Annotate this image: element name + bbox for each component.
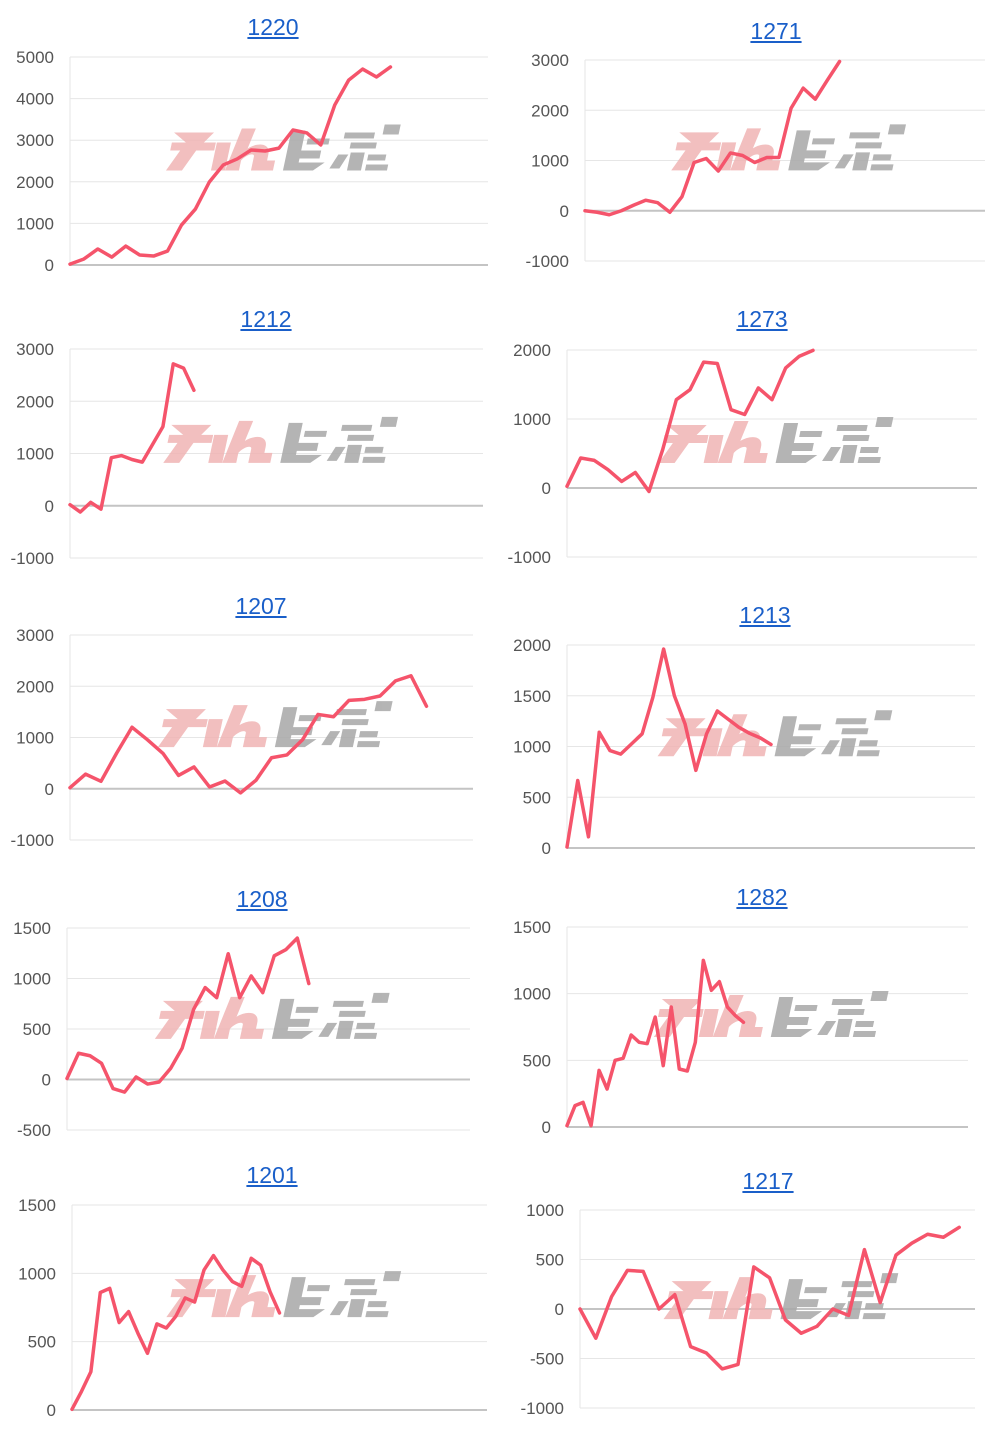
y-tick-label: 3000 (531, 51, 569, 70)
y-tick-label: 1000 (526, 1201, 564, 1220)
y-tick-label: 1000 (513, 985, 551, 1004)
watermark-logo (166, 1271, 402, 1318)
y-tick-label: -1000 (526, 252, 569, 271)
y-tick-label: 0 (542, 1118, 551, 1137)
y-tick-label: -500 (530, 1350, 564, 1369)
y-tick-label: 0 (42, 1071, 51, 1090)
series-line (565, 647, 773, 849)
series-line (578, 1225, 961, 1371)
y-tick-label: 500 (523, 788, 551, 807)
chart-title-link[interactable]: 1213 (739, 602, 791, 628)
chart-1213: 0 500 1000 1500 2000 (513, 636, 975, 858)
chart-1282: 0 500 1000 1500 (513, 918, 968, 1137)
y-tick-label: 4000 (16, 90, 54, 109)
y-tick-label: 3000 (16, 626, 54, 645)
chart-1217: -1000 -500 0 500 1000 (521, 1201, 975, 1418)
y-tick-label: 2000 (16, 677, 54, 696)
y-tick-label: 0 (555, 1300, 564, 1319)
series-line (68, 65, 393, 266)
watermark-logo (165, 124, 401, 171)
chart-title-link[interactable]: 1212 (240, 306, 292, 332)
watermark-logo (657, 710, 893, 757)
chart-title-link[interactable]: 1207 (235, 593, 287, 619)
y-tick-label: 2000 (16, 392, 54, 411)
chart-title-link[interactable]: 1282 (736, 884, 788, 910)
y-tick-label: -1000 (508, 548, 551, 567)
y-tick-label: 1000 (513, 410, 551, 429)
y-tick-label: 1000 (16, 214, 54, 233)
chart-1212: -1000 0 1000 2000 3000 (11, 340, 483, 568)
series-line (68, 673, 429, 795)
chart-title-link[interactable]: 1271 (750, 18, 802, 44)
y-tick-label: 0 (542, 839, 551, 858)
y-tick-label: 2000 (16, 173, 54, 192)
chart-title-link[interactable]: 1217 (742, 1168, 794, 1194)
chart-title-link[interactable]: 1220 (247, 14, 299, 40)
y-tick-label: 0 (45, 497, 54, 516)
watermark-logo (154, 992, 390, 1039)
y-tick-label: 2000 (513, 341, 551, 360)
y-tick-label: 1500 (13, 919, 51, 938)
y-tick-label: 1500 (18, 1196, 56, 1215)
series-line (565, 958, 746, 1128)
y-tick-label: 5000 (16, 48, 54, 67)
watermark-logo (658, 417, 894, 464)
series-line (583, 59, 842, 217)
y-tick-label: 3000 (16, 340, 54, 359)
chart-1220: 0 1000 2000 3000 4000 5000 (16, 48, 488, 275)
watermark-logo (157, 701, 393, 748)
watermark-logo (653, 991, 889, 1037)
chart-title-link[interactable]: 1201 (246, 1162, 298, 1188)
y-tick-label: 1500 (513, 918, 551, 937)
chart-1208: -500 0 500 1000 1500 (13, 919, 470, 1140)
series-line (65, 936, 311, 1094)
y-tick-label: 2000 (513, 636, 551, 655)
chart-1271: -1000 0 1000 2000 3000 (526, 51, 985, 271)
y-tick-label: 1000 (16, 729, 54, 748)
watermark-logo (163, 416, 399, 463)
chart-title-link[interactable]: 1273 (736, 306, 788, 332)
chart-1207: -1000 0 1000 2000 3000 (11, 626, 473, 850)
y-tick-label: 500 (536, 1251, 564, 1270)
y-tick-label: 0 (47, 1401, 56, 1420)
y-tick-label: -1000 (11, 549, 54, 568)
chart-1201: 0 500 1000 1500 (18, 1196, 487, 1420)
y-tick-label: 1500 (513, 687, 551, 706)
y-tick-label: -1000 (521, 1399, 564, 1418)
y-tick-label: 1000 (18, 1264, 56, 1283)
y-tick-label: 1000 (13, 970, 51, 989)
y-tick-label: 0 (542, 479, 551, 498)
y-tick-label: 2000 (531, 101, 569, 120)
y-tick-label: -500 (17, 1121, 51, 1140)
y-tick-label: 1000 (513, 738, 551, 757)
y-tick-label: 500 (523, 1051, 551, 1070)
y-tick-label: 0 (45, 256, 54, 275)
y-tick-label: 1000 (16, 445, 54, 464)
y-tick-label: 0 (45, 780, 54, 799)
y-tick-label: 1000 (531, 152, 569, 171)
series-line (565, 348, 815, 494)
chart-title-link[interactable]: 1208 (236, 886, 288, 912)
watermark-logo (671, 124, 906, 171)
chart-1273: -1000 0 1000 2000 (508, 341, 977, 567)
y-tick-label: 500 (23, 1020, 51, 1039)
y-tick-label: 3000 (16, 131, 54, 150)
y-tick-label: 500 (28, 1333, 56, 1352)
y-tick-label: 0 (560, 202, 569, 221)
y-tick-label: -1000 (11, 831, 54, 850)
